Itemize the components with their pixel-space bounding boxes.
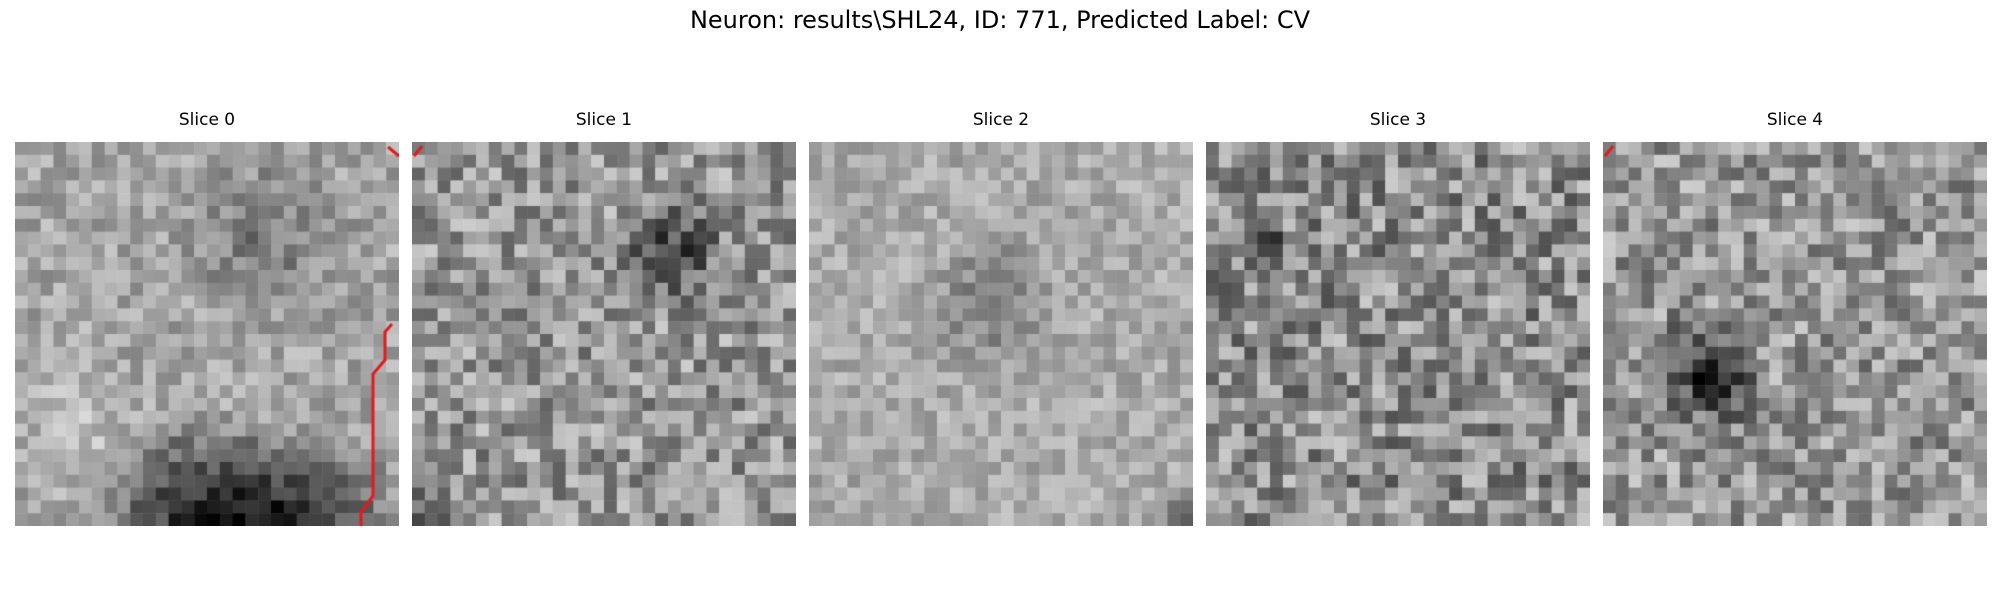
slice-title-2: Slice 2: [972, 110, 1030, 130]
slice-title-4: Slice 4: [1766, 110, 1824, 130]
slice-title-3: Slice 3: [1369, 110, 1427, 130]
slice-image-0: [15, 142, 399, 526]
slice-image-2: [809, 142, 1193, 526]
slice-title-0: Slice 0: [178, 110, 236, 130]
slice-panel-2: Slice 2: [809, 108, 1193, 526]
slice-title-1: Slice 1: [575, 110, 633, 130]
slice-panel-4: Slice 4: [1603, 108, 1987, 526]
slice-panel-3: Slice 3: [1206, 108, 1590, 526]
slice-image-1: [412, 142, 796, 526]
slice-panel-0: Slice 0: [15, 108, 399, 526]
slice-image-3: [1206, 142, 1590, 526]
slice-panel-1: Slice 1: [412, 108, 796, 526]
slice-image-4: [1603, 142, 1987, 526]
figure-title: Neuron: results\SHL24, ID: 771, Predicte…: [689, 6, 1311, 34]
